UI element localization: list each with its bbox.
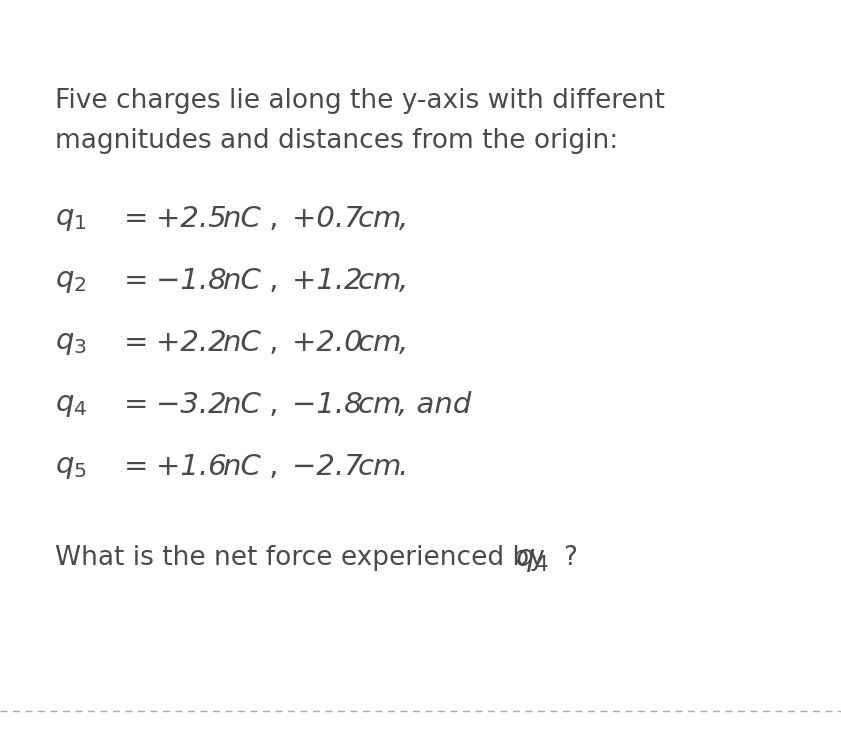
Text: ,: , xyxy=(260,329,278,357)
Text: ,: , xyxy=(260,205,278,232)
Text: $q_4$: $q_4$ xyxy=(516,545,549,574)
Text: +1.6: +1.6 xyxy=(156,453,236,481)
Text: cm: cm xyxy=(358,205,403,232)
Text: $q_{4}$: $q_{4}$ xyxy=(55,391,87,419)
Text: nC: nC xyxy=(223,205,262,232)
Text: What is the net force experienced by: What is the net force experienced by xyxy=(55,545,553,571)
Text: cm: cm xyxy=(358,391,403,419)
Text: =: = xyxy=(124,205,158,232)
Text: magnitudes and distances from the origin:: magnitudes and distances from the origin… xyxy=(55,128,618,154)
Text: $q_{5}$: $q_{5}$ xyxy=(55,453,87,481)
Text: −2.7: −2.7 xyxy=(292,453,372,481)
Text: ,: , xyxy=(260,453,278,481)
Text: $q_{2}$: $q_{2}$ xyxy=(55,267,86,295)
Text: .: . xyxy=(399,453,408,481)
Text: ,: , xyxy=(260,391,278,419)
Text: +2.5: +2.5 xyxy=(156,205,236,232)
Text: −1.8: −1.8 xyxy=(156,267,236,295)
Text: =: = xyxy=(124,267,158,295)
Text: ,: , xyxy=(260,267,278,295)
Text: cm: cm xyxy=(358,453,403,481)
Text: ,: , xyxy=(399,267,408,295)
Text: nC: nC xyxy=(223,267,262,295)
Text: nC: nC xyxy=(223,391,262,419)
Text: Five charges lie along the y-axis with different: Five charges lie along the y-axis with d… xyxy=(55,88,664,114)
Text: +0.7: +0.7 xyxy=(292,205,372,232)
Text: +2.0: +2.0 xyxy=(292,329,372,357)
Text: =: = xyxy=(124,391,158,419)
Text: =: = xyxy=(124,453,158,481)
Text: +2.2: +2.2 xyxy=(156,329,236,357)
Text: nC: nC xyxy=(223,329,262,357)
Text: $q_{1}$: $q_{1}$ xyxy=(55,205,86,232)
Text: cm: cm xyxy=(358,267,403,295)
Text: =: = xyxy=(124,329,158,357)
Text: , and: , and xyxy=(399,391,472,419)
Text: +1.2: +1.2 xyxy=(292,267,372,295)
Text: nC: nC xyxy=(223,453,262,481)
Text: cm: cm xyxy=(358,329,403,357)
Text: ?: ? xyxy=(563,545,577,571)
Text: $q_{3}$: $q_{3}$ xyxy=(55,329,87,357)
Text: ,: , xyxy=(399,329,408,357)
Text: −3.2: −3.2 xyxy=(156,391,236,419)
Text: −1.8: −1.8 xyxy=(292,391,372,419)
Text: ,: , xyxy=(399,205,408,232)
